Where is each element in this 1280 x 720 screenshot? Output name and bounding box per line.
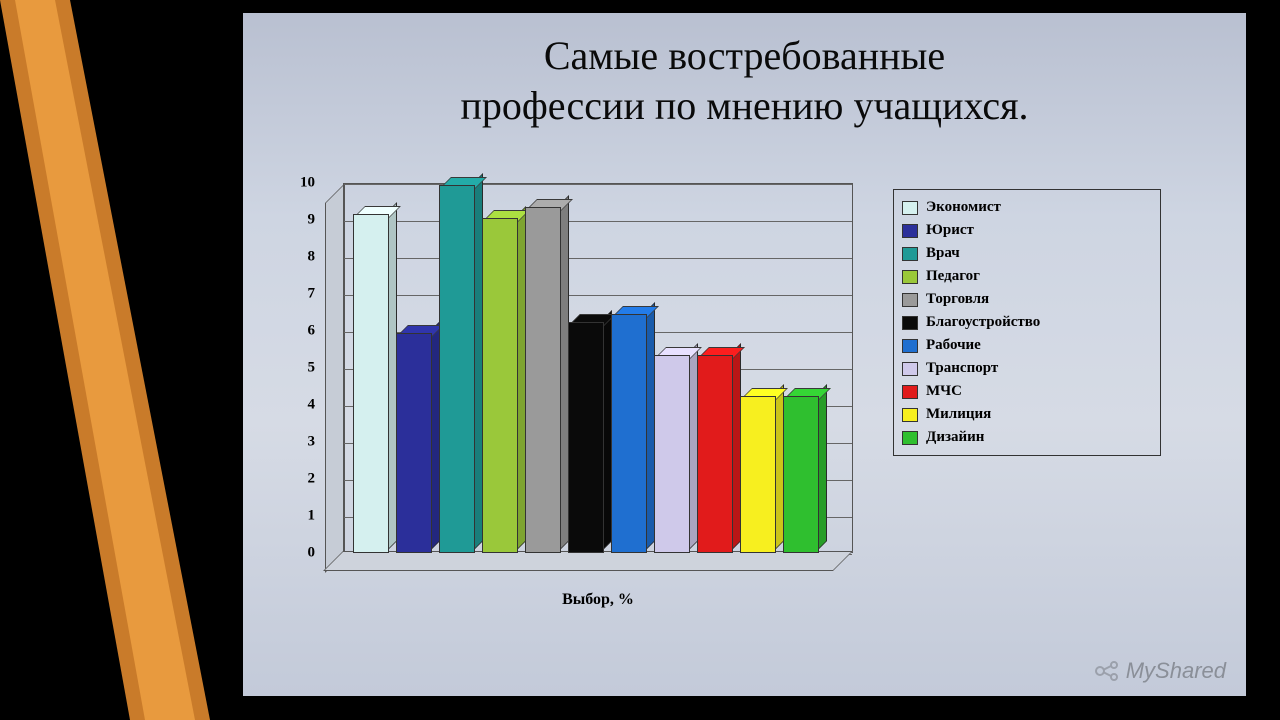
legend-label: Торговля [926,291,989,308]
legend-swatch [902,339,918,353]
legend-item: Экономист [902,196,1152,219]
y-tick-label: 4 [308,397,316,414]
bar [697,357,731,553]
legend-label: Педагог [926,268,980,285]
y-tick-label: 6 [308,323,316,340]
legend-swatch [902,408,918,422]
y-tick-label: 1 [308,508,316,525]
y-tick-label: 5 [308,360,316,377]
legend-label: МЧС [926,383,962,400]
bar [353,216,387,553]
plot-sidewall [325,183,345,573]
bar [439,187,473,553]
y-tick-label: 7 [308,286,316,303]
y-tick-label: 3 [308,434,316,451]
y-tick-label: 8 [308,249,316,266]
watermark-icon [1094,660,1120,682]
legend-label: Благоустройство [926,314,1040,331]
plot-floor [323,551,853,571]
legend-swatch [902,224,918,238]
legend-swatch [902,201,918,215]
legend-label: Врач [926,245,960,262]
watermark-text-post: Shared [1155,658,1226,683]
legend-swatch [902,431,918,445]
bar [654,357,688,553]
legend-swatch [902,270,918,284]
legend-label: Экономист [926,199,1001,216]
slide: Самые востребованные профессии по мнению… [0,0,1280,720]
bar [482,220,516,553]
plot-area: Выбор, % 012345678910 [343,183,853,553]
legend-swatch [902,385,918,399]
legend-item: Рабочие [902,334,1152,357]
legend-swatch [902,293,918,307]
legend: Экономист Юрист Врач Педагог Торговля Благоус… [893,189,1161,456]
legend-item: Юрист [902,219,1152,242]
legend-item: Милиция [902,403,1152,426]
x-axis-label: Выбор, % [343,591,853,609]
legend-item: Педагог [902,265,1152,288]
bar [740,398,774,553]
watermark: MyShared [1094,658,1226,684]
bars-container [353,183,843,553]
legend-label: Транспорт [926,360,998,377]
legend-label: Милиция [926,406,991,423]
legend-swatch [902,316,918,330]
chart: Выбор, % 012345678910 Экономист Юрист Врач… [283,183,1213,663]
legend-label: Дизайин [926,429,984,446]
y-tick-label: 9 [308,212,316,229]
content-panel: Самые востребованные профессии по мнению… [243,13,1246,696]
legend-item: Дизайин [902,426,1152,449]
y-tick-label: 10 [300,175,315,192]
bar [611,316,645,553]
y-tick-label: 0 [308,545,316,562]
legend-item: Врач [902,242,1152,265]
legend-label: Рабочие [926,337,981,354]
legend-item: МЧС [902,380,1152,403]
legend-swatch [902,362,918,376]
legend-item: Транспорт [902,357,1152,380]
bar [783,398,817,553]
y-tick-label: 2 [308,471,316,488]
legend-label: Юрист [926,222,974,239]
legend-item: Торговля [902,288,1152,311]
bar [568,324,602,553]
legend-swatch [902,247,918,261]
chart-title: Самые востребованные профессии по мнению… [243,31,1246,131]
bar [525,209,559,553]
watermark-text-pre: My [1126,658,1155,683]
legend-item: Благоустройство [902,311,1152,334]
bar [396,335,430,553]
